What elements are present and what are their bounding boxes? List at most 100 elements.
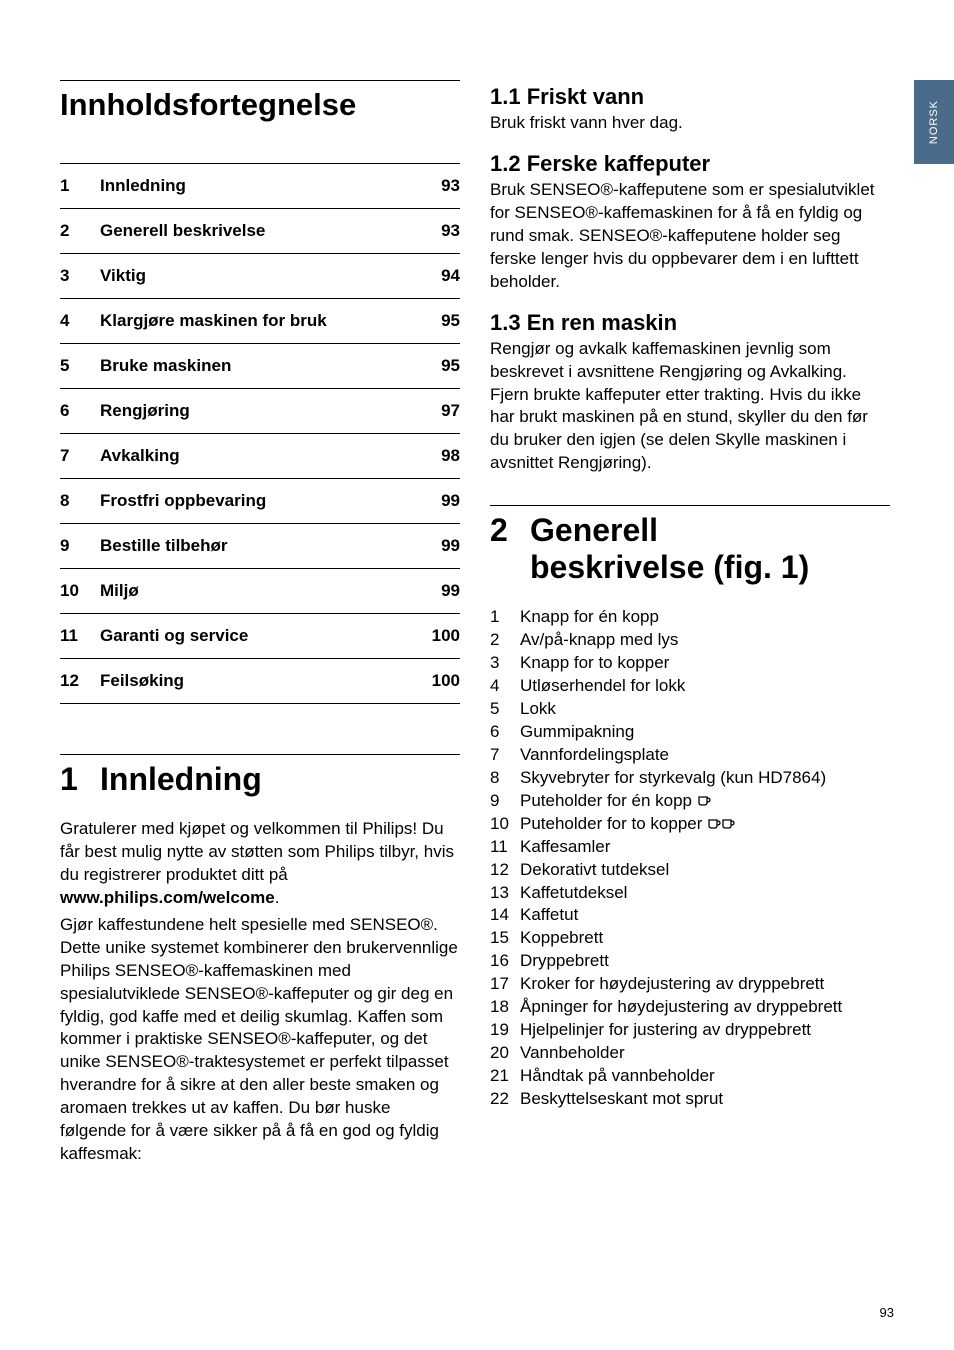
list-item-label: Knapp for to kopper	[520, 652, 669, 675]
list-item-label: Vannbeholder	[520, 1042, 625, 1065]
subsection-title: 1.1 Friskt vann	[490, 84, 890, 110]
toc-item-label: Klargjøre maskinen for bruk	[100, 311, 441, 331]
list-item-number: 1	[490, 606, 520, 629]
list-item-number: 17	[490, 973, 520, 996]
toc-item-page: 97	[441, 401, 460, 421]
list-item: 20 Vannbeholder	[490, 1042, 890, 1065]
toc-item-number: 1	[60, 176, 100, 196]
toc-item: 7 Avkalking 98	[60, 433, 460, 478]
list-item-number: 16	[490, 950, 520, 973]
subsection-1-2: 1.2 Ferske kaffeputer Bruk SENSEO®-kaffe…	[490, 151, 890, 294]
list-item-label: Åpninger for høydejustering av dryppebre…	[520, 996, 842, 1019]
toc-title: Innholdsfortegnelse	[60, 80, 460, 123]
list-item-label: Gummipakning	[520, 721, 634, 744]
toc-item: 3 Viktig 94	[60, 253, 460, 298]
table-of-contents: 1 Innledning 93 2 Generell beskrivelse 9…	[60, 163, 460, 704]
toc-item: 12 Feilsøking 100	[60, 658, 460, 704]
list-item-label: Vannfordelingsplate	[520, 744, 669, 767]
list-item-number: 21	[490, 1065, 520, 1088]
list-item-label: Av/på-knapp med lys	[520, 629, 678, 652]
list-item: 19 Hjelpelinjer for justering av dryppeb…	[490, 1019, 890, 1042]
subsection-1-1: 1.1 Friskt vann Bruk friskt vann hver da…	[490, 84, 890, 135]
toc-item-page: 100	[432, 626, 460, 646]
toc-item-label: Innledning	[100, 176, 441, 196]
section-number: 2	[490, 512, 530, 549]
left-column: Innholdsfortegnelse 1 Innledning 93 2 Ge…	[60, 80, 460, 1170]
list-item: 1 Knapp for én kopp	[490, 606, 890, 629]
toc-item: 2 Generell beskrivelse 93	[60, 208, 460, 253]
section-title-line2: beskrivelse (fig. 1)	[490, 549, 890, 586]
toc-item-page: 95	[441, 311, 460, 331]
toc-item-page: 99	[441, 581, 460, 601]
toc-item: 5 Bruke maskinen 95	[60, 343, 460, 388]
list-item-label: Kaffesamler	[520, 836, 610, 859]
list-item-number: 7	[490, 744, 520, 767]
list-item-label: Dekorativt tutdeksel	[520, 859, 669, 882]
toc-item-page: 100	[432, 671, 460, 691]
page-content: Innholdsfortegnelse 1 Innledning 93 2 Ge…	[0, 0, 954, 1210]
section-1-header: 1 Innledning	[60, 754, 460, 798]
list-item-label: Skyvebryter for styrkevalg (kun HD7864)	[520, 767, 826, 790]
list-item: 18 Åpninger for høydejustering av dryppe…	[490, 996, 890, 1019]
list-item-label: Lokk	[520, 698, 556, 721]
list-item-number: 6	[490, 721, 520, 744]
parts-list: 1 Knapp for én kopp 2 Av/på-knapp med ly…	[490, 606, 890, 1111]
list-item-number: 3	[490, 652, 520, 675]
list-item-number: 18	[490, 996, 520, 1019]
toc-item-number: 10	[60, 581, 100, 601]
toc-item-label: Viktig	[100, 266, 441, 286]
list-item: 17 Kroker for høydejustering av dryppebr…	[490, 973, 890, 996]
intro-text-a: Gratulerer med kjøpet og velkommen til P…	[60, 819, 454, 884]
list-item-label: Håndtak på vannbeholder	[520, 1065, 715, 1088]
list-item-number: 9	[490, 790, 520, 813]
section-2-header: 2 Generell beskrivelse (fig. 1)	[490, 505, 890, 586]
toc-item-page: 99	[441, 491, 460, 511]
list-item: 8 Skyvebryter for styrkevalg (kun HD7864…	[490, 767, 890, 790]
list-item: 16 Dryppebrett	[490, 950, 890, 973]
list-item-number: 22	[490, 1088, 520, 1111]
list-item-label: Koppebrett	[520, 927, 603, 950]
list-item-number: 14	[490, 904, 520, 927]
list-item-label: Hjelpelinjer for justering av dryppebret…	[520, 1019, 811, 1042]
list-item-number: 5	[490, 698, 520, 721]
list-item-label: Puteholder for én kopp	[520, 790, 711, 813]
list-item: 12 Dekorativt tutdeksel	[490, 859, 890, 882]
subsection-title: 1.3 En ren maskin	[490, 310, 890, 336]
list-item-number: 15	[490, 927, 520, 950]
toc-item-number: 7	[60, 446, 100, 466]
list-item: 14 Kaffetut	[490, 904, 890, 927]
toc-item-number: 6	[60, 401, 100, 421]
list-item: 2 Av/på-knapp med lys	[490, 629, 890, 652]
toc-item-label: Avkalking	[100, 446, 441, 466]
toc-item-number: 8	[60, 491, 100, 511]
list-item-label: Knapp for én kopp	[520, 606, 659, 629]
language-tab: NORSK	[914, 80, 954, 164]
list-item-number: 2	[490, 629, 520, 652]
right-column: 1.1 Friskt vann Bruk friskt vann hver da…	[490, 80, 890, 1170]
toc-item: 11 Garanti og service 100	[60, 613, 460, 658]
toc-item-page: 94	[441, 266, 460, 286]
list-item-label: Dryppebrett	[520, 950, 609, 973]
list-item-number: 4	[490, 675, 520, 698]
toc-item-number: 2	[60, 221, 100, 241]
subsection-title: 1.2 Ferske kaffeputer	[490, 151, 890, 177]
section-title: Innledning	[100, 761, 262, 798]
intro-paragraph-2: Gjør kaffestundene helt spesielle med SE…	[60, 914, 460, 1166]
section-number: 1	[60, 761, 100, 798]
section-title-line1: Generell	[530, 512, 658, 549]
toc-item-number: 3	[60, 266, 100, 286]
subsection-text: Bruk SENSEO®-kaffeputene som er spesialu…	[490, 179, 890, 294]
toc-item: 6 Rengjøring 97	[60, 388, 460, 433]
list-item: 15 Koppebrett	[490, 927, 890, 950]
list-item: 22 Beskyttelseskant mot sprut	[490, 1088, 890, 1111]
list-item-number: 12	[490, 859, 520, 882]
list-item: 7 Vannfordelingsplate	[490, 744, 890, 767]
list-item-label: Kaffetutdeksel	[520, 882, 627, 905]
toc-item-page: 93	[441, 221, 460, 241]
list-item: 9 Puteholder for én kopp	[490, 790, 890, 813]
toc-item-label: Frostfri oppbevaring	[100, 491, 441, 511]
list-item: 6 Gummipakning	[490, 721, 890, 744]
toc-item-page: 95	[441, 356, 460, 376]
list-item: 21 Håndtak på vannbeholder	[490, 1065, 890, 1088]
list-item-label: Kaffetut	[520, 904, 578, 927]
